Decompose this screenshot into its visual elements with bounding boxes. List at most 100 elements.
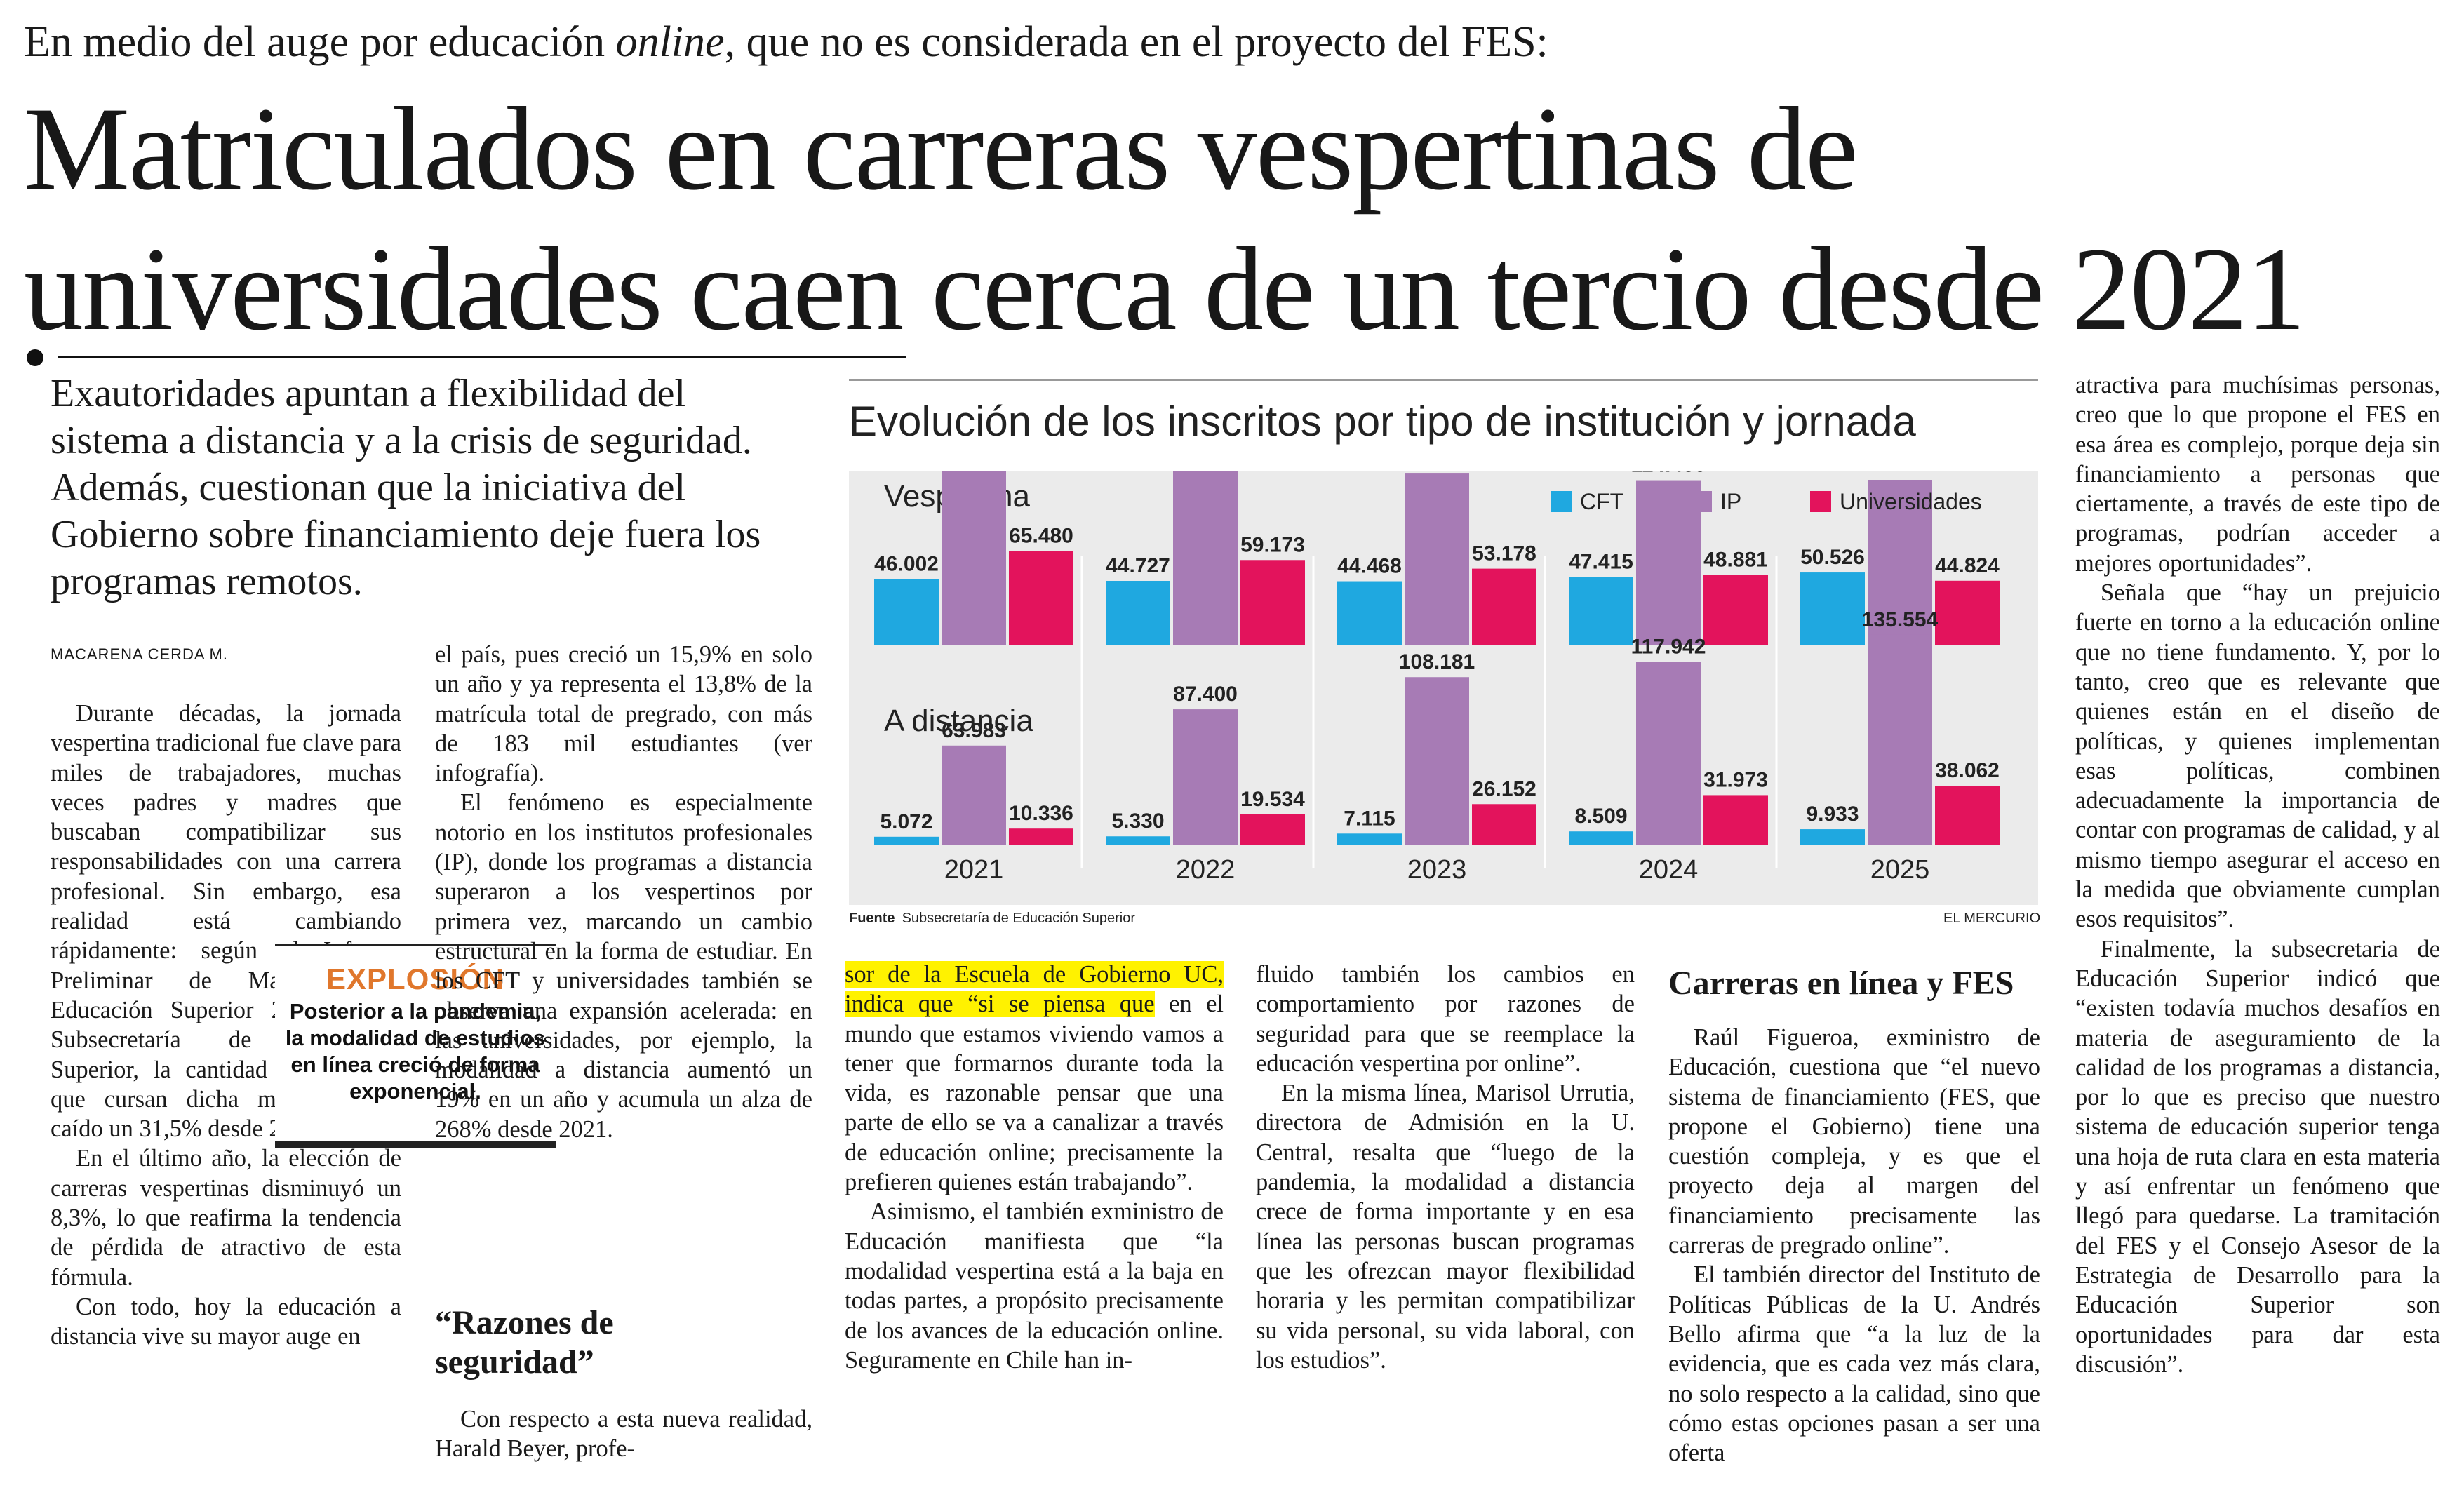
data-label: 7.115 xyxy=(1344,807,1395,830)
data-label: 10.336 xyxy=(1009,802,1073,825)
chart-svg: Vespertina46.002128.61565.48044.727123.7… xyxy=(874,433,2000,885)
data-label: 8.509 xyxy=(1574,805,1627,828)
year-label: 2025 xyxy=(1870,855,1930,885)
year-label: 2021 xyxy=(944,855,1004,885)
data-label: 53.178 xyxy=(1472,542,1536,565)
data-label: 44.468 xyxy=(1337,555,1402,578)
headline: Matriculados en carreras vespertinas de … xyxy=(24,79,2306,359)
bar-universidades-2022 xyxy=(1240,814,1305,845)
legend-label: IP xyxy=(1720,489,1741,514)
data-label: 31.973 xyxy=(1703,768,1768,791)
bar-cft-2025 xyxy=(1800,829,1865,845)
panel-title: A distancia xyxy=(884,704,1033,738)
bar-ip-2021 xyxy=(942,459,1006,645)
data-label: 114.460 xyxy=(1631,471,1706,477)
legend-swatch xyxy=(1551,491,1572,512)
highlighted-text: sor de la Escuela de Gobierno UC, indica… xyxy=(845,961,1224,1018)
col3-para-2: Asimismo, el también exministro de Educa… xyxy=(845,1198,1224,1374)
pull-quote-box: EXPLOSIÓN Posterior a la pandemia, la mo… xyxy=(275,944,556,1148)
column-6: atractiva para muchísimas personas, creo… xyxy=(2075,370,2440,1379)
deck: Exautoridades apuntan a flexibilidad del… xyxy=(51,372,761,603)
bar-ip-2021 xyxy=(942,745,1006,845)
legend-swatch xyxy=(1691,491,1712,512)
bar-ip-2023 xyxy=(1405,677,1469,845)
bar-cft-2024 xyxy=(1569,831,1633,845)
column-2: el país, pues creció un 15,9% en solo un… xyxy=(435,640,812,1144)
data-label: 117.942 xyxy=(1631,636,1706,659)
bar-universidades-2024 xyxy=(1703,575,1768,645)
column-4: fluido también los cambios en comportami… xyxy=(1256,960,1635,1375)
subheading-carreras: Carreras en línea y FES xyxy=(1668,965,2014,1002)
column-2-tail: Con respecto a esta nueva realidad, Hara… xyxy=(435,1404,812,1464)
bar-universidades-2021 xyxy=(1009,551,1073,645)
data-label: 63.983 xyxy=(942,719,1006,742)
bar-universidades-2025 xyxy=(1935,785,2000,845)
data-label: 135.554 xyxy=(1862,608,1939,631)
byline: MACARENA CERDA M. xyxy=(51,645,228,663)
pull-quote-title: EXPLOSIÓN xyxy=(326,962,505,995)
column-3: sor de la Escuela de Gobierno UC, indica… xyxy=(845,960,1224,1375)
col5-para-2: El también director del Instituto de Pol… xyxy=(1668,1261,2040,1467)
legend-label: CFT xyxy=(1580,489,1623,514)
chart-top-rule xyxy=(849,379,2038,381)
year-label: 2022 xyxy=(1176,855,1236,885)
col4-para-2: En la misma línea, Marisol Urrutia, dire… xyxy=(1256,1080,1635,1374)
bar-cft-2021 xyxy=(874,579,939,645)
chart-title: Evolución de los inscritos por tipo de i… xyxy=(849,398,1916,445)
pull-quote-text: Posterior a la pandemia, la modalidad de… xyxy=(285,999,546,1103)
kicker: En medio del auge por educación online, … xyxy=(24,18,1548,66)
bullet-dot xyxy=(27,349,43,366)
bar-ip-2023 xyxy=(1405,473,1469,645)
legend-swatch xyxy=(1810,491,1831,512)
headline-line-1: Matriculados en carreras vespertinas de xyxy=(24,83,1858,215)
bar-universidades-2023 xyxy=(1472,804,1536,845)
chart-source: Fuente Subsecretaría de Educación Superio… xyxy=(849,911,1135,926)
bar-universidades-2024 xyxy=(1703,795,1768,845)
data-label: 47.415 xyxy=(1569,550,1633,573)
data-label: 87.400 xyxy=(1173,683,1238,706)
bar-ip-2022 xyxy=(1173,467,1238,645)
data-label: 108.181 xyxy=(1399,650,1475,673)
subheading-razones: “Razones de seguridad” xyxy=(435,1304,614,1381)
col6-para-2: Señala que “hay un prejuicio fuerte en t… xyxy=(2075,579,2440,933)
data-label: 44.727 xyxy=(1106,554,1170,577)
bar-ip-2022 xyxy=(1173,709,1238,845)
data-label: 19.534 xyxy=(1240,788,1305,811)
bar-ip-2024 xyxy=(1636,480,1701,645)
col5-para-1: Raúl Figueroa, exministro de Educación, … xyxy=(1668,1024,2040,1259)
col6-para-3: Finalmente, la subsecretaria de Educació… xyxy=(2075,935,2440,1378)
chart-area: Vespertina46.002128.61565.48044.727123.7… xyxy=(849,433,2038,905)
data-label: 48.881 xyxy=(1703,548,1768,571)
year-label: 2024 xyxy=(1639,855,1699,885)
data-label: 65.480 xyxy=(1009,524,1073,547)
col2-para-2: El fenómeno es especialmente notorio en … xyxy=(435,789,812,1143)
bar-cft-2022 xyxy=(1106,836,1170,845)
data-label: 46.002 xyxy=(874,552,939,575)
bar-cft-2023 xyxy=(1337,833,1402,845)
data-label: 9.933 xyxy=(1806,803,1859,826)
data-label: 59.173 xyxy=(1240,533,1305,556)
bar-universidades-2021 xyxy=(1009,828,1073,845)
bar-ip-2025 xyxy=(1868,480,1932,645)
data-label: 114.722 xyxy=(1863,471,1938,476)
col2-para-1: el país, pues creció un 15,9% en solo un… xyxy=(435,641,812,787)
data-label: 26.152 xyxy=(1472,777,1536,800)
col1-para-2: En el último año, la elección de carrera… xyxy=(51,1145,401,1291)
col2-para-3: Con respecto a esta nueva realidad, Hara… xyxy=(435,1406,812,1463)
col4-para-1: fluido también los cambios en comportami… xyxy=(1256,961,1635,1077)
data-label: 44.824 xyxy=(1935,554,2000,577)
bar-cft-2025 xyxy=(1800,572,1865,645)
bar-cft-2021 xyxy=(874,836,939,845)
bar-cft-2022 xyxy=(1106,580,1170,645)
col3-para-1: sor de la Escuela de Gobierno UC, indica… xyxy=(845,961,1224,1196)
col1-para-3: Con todo, hoy la educación a distancia v… xyxy=(51,1293,401,1350)
data-label: 50.526 xyxy=(1800,546,1865,569)
year-label: 2023 xyxy=(1407,855,1467,885)
column-5: Raúl Figueroa, exministro de Educación, … xyxy=(1668,1023,2040,1468)
bar-universidades-2023 xyxy=(1472,568,1536,645)
bar-ip-2025 xyxy=(1868,634,1932,845)
bar-cft-2023 xyxy=(1337,581,1402,645)
legend-label: Universidades xyxy=(1840,489,1982,514)
headline-line-2: universidades caen cerca de un tercio de… xyxy=(24,223,2306,355)
bar-universidades-2022 xyxy=(1240,560,1305,645)
